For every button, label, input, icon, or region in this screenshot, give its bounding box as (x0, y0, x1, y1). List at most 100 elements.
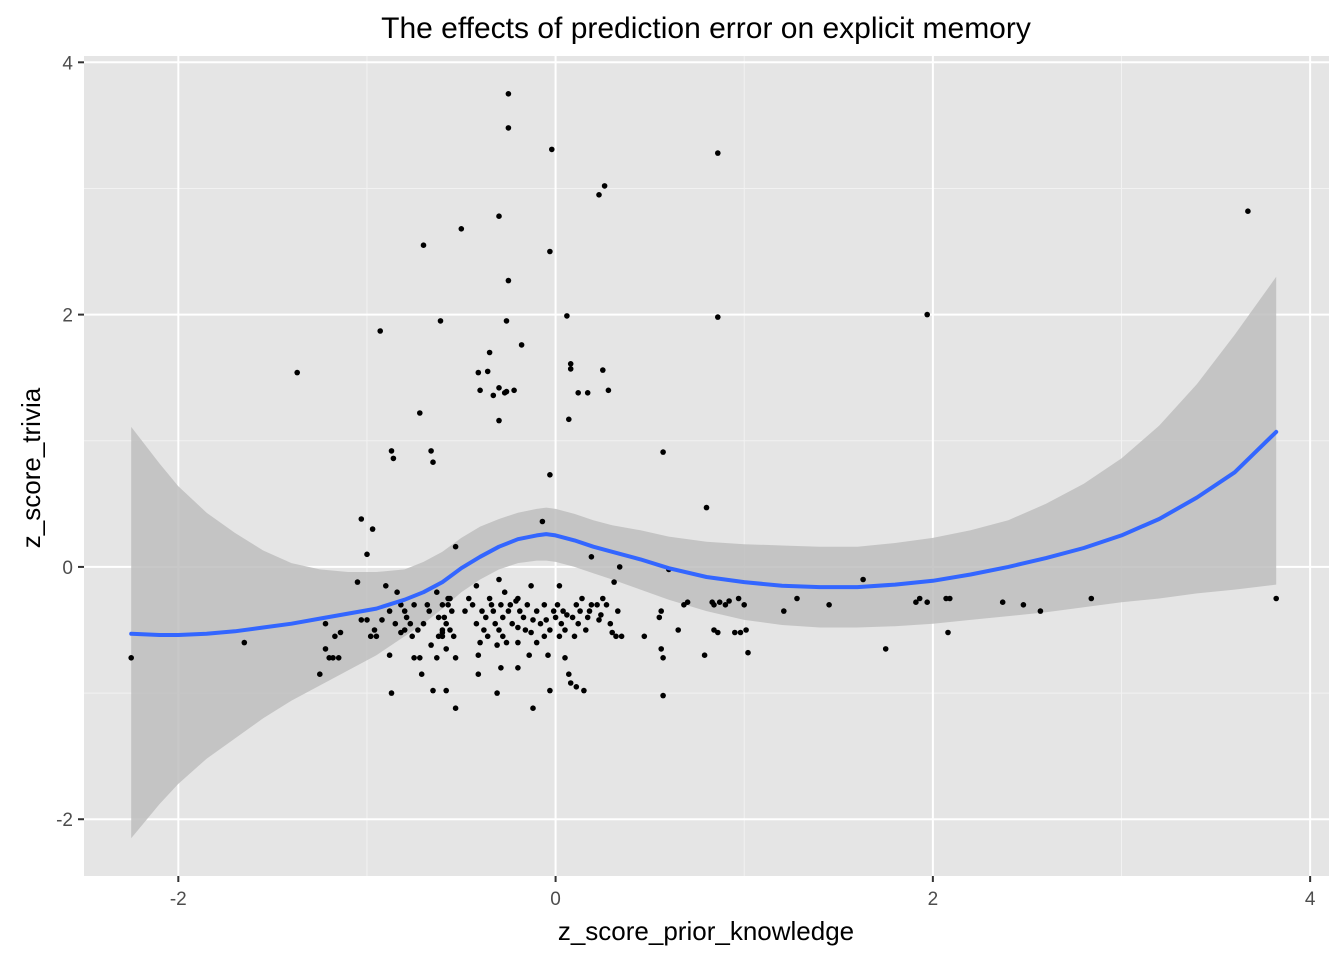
data-point (550, 608, 557, 614)
data-point (335, 655, 342, 661)
data-point (358, 516, 365, 522)
data-point (515, 639, 521, 646)
data-point (745, 649, 751, 656)
data-point (294, 369, 301, 376)
data-point (401, 608, 408, 614)
data-point (445, 602, 451, 608)
data-point (826, 602, 832, 608)
data-point (377, 328, 384, 334)
data-point (434, 589, 440, 595)
data-point (562, 655, 568, 661)
data-point (449, 608, 455, 614)
data-point (675, 627, 681, 633)
data-point (618, 633, 625, 640)
data-point (584, 390, 591, 396)
data-point (452, 705, 459, 711)
data-point (517, 608, 523, 614)
data-point (498, 602, 504, 608)
data-point (522, 627, 529, 633)
data-point (999, 599, 1006, 605)
y-axis-title: z_score_trivia (16, 387, 46, 548)
data-point (420, 620, 427, 627)
data-point (509, 620, 515, 627)
data-point (330, 655, 336, 661)
data-point (526, 652, 532, 658)
data-point (445, 595, 451, 602)
x-axis-title: z_score_prior_knowledge (558, 916, 854, 946)
data-point (794, 595, 800, 602)
data-point (507, 602, 514, 608)
data-point (473, 620, 480, 627)
data-point (556, 583, 563, 589)
data-point (566, 671, 572, 677)
data-point (562, 627, 568, 633)
y-tick-label: -2 (56, 810, 73, 831)
data-point (373, 633, 380, 640)
data-point (492, 620, 499, 627)
data-point (660, 692, 666, 699)
data-point (388, 448, 395, 454)
data-point (703, 504, 710, 511)
x-axis-ticks: -2 0 2 4 (170, 876, 1316, 910)
data-point (337, 629, 344, 636)
data-point (569, 614, 576, 621)
data-point (701, 652, 708, 658)
data-point (437, 318, 444, 324)
data-point (528, 629, 534, 636)
data-point (452, 543, 459, 550)
data-point (503, 388, 510, 395)
data-point (567, 361, 574, 367)
data-point (594, 602, 600, 608)
data-point (554, 602, 561, 608)
data-point (605, 387, 612, 394)
data-point (581, 687, 587, 694)
data-point (483, 614, 489, 621)
data-point (388, 690, 395, 696)
data-point (434, 655, 440, 661)
data-point (913, 599, 919, 605)
data-point (496, 417, 502, 424)
data-point (560, 608, 566, 614)
data-point (515, 665, 521, 671)
data-point (332, 633, 338, 640)
data-point (541, 633, 548, 640)
data-point (481, 627, 487, 633)
data-point (726, 598, 732, 604)
data-point (411, 655, 417, 661)
data-point (486, 349, 493, 356)
data-point (564, 612, 570, 618)
data-point (732, 629, 738, 636)
data-point (947, 595, 953, 602)
data-point (241, 639, 248, 646)
data-point (439, 629, 446, 636)
data-point (524, 602, 531, 608)
data-point (450, 633, 457, 640)
data-point (498, 665, 504, 671)
data-point (462, 608, 468, 614)
data-point (584, 614, 591, 621)
data-point (484, 633, 491, 640)
data-point (520, 614, 527, 621)
data-point (441, 614, 448, 621)
data-point (528, 583, 534, 589)
data-point (128, 655, 134, 661)
data-point (452, 655, 459, 661)
data-point (466, 595, 472, 602)
data-point (420, 242, 427, 248)
chart-title: The effects of prediction error on expli… (381, 12, 1031, 45)
confidence-ribbon (131, 276, 1277, 839)
data-point (945, 629, 951, 636)
data-point (567, 680, 574, 686)
data-point (641, 633, 648, 640)
data-point (571, 633, 578, 640)
data-point (407, 620, 414, 627)
confidence-ribbon-layer (131, 276, 1277, 839)
data-point (601, 183, 608, 189)
data-point (722, 602, 729, 608)
data-point (490, 392, 497, 399)
data-point (1273, 595, 1279, 602)
data-point (354, 579, 361, 585)
data-point (600, 367, 606, 373)
data-point (447, 627, 453, 633)
data-point (484, 368, 491, 375)
